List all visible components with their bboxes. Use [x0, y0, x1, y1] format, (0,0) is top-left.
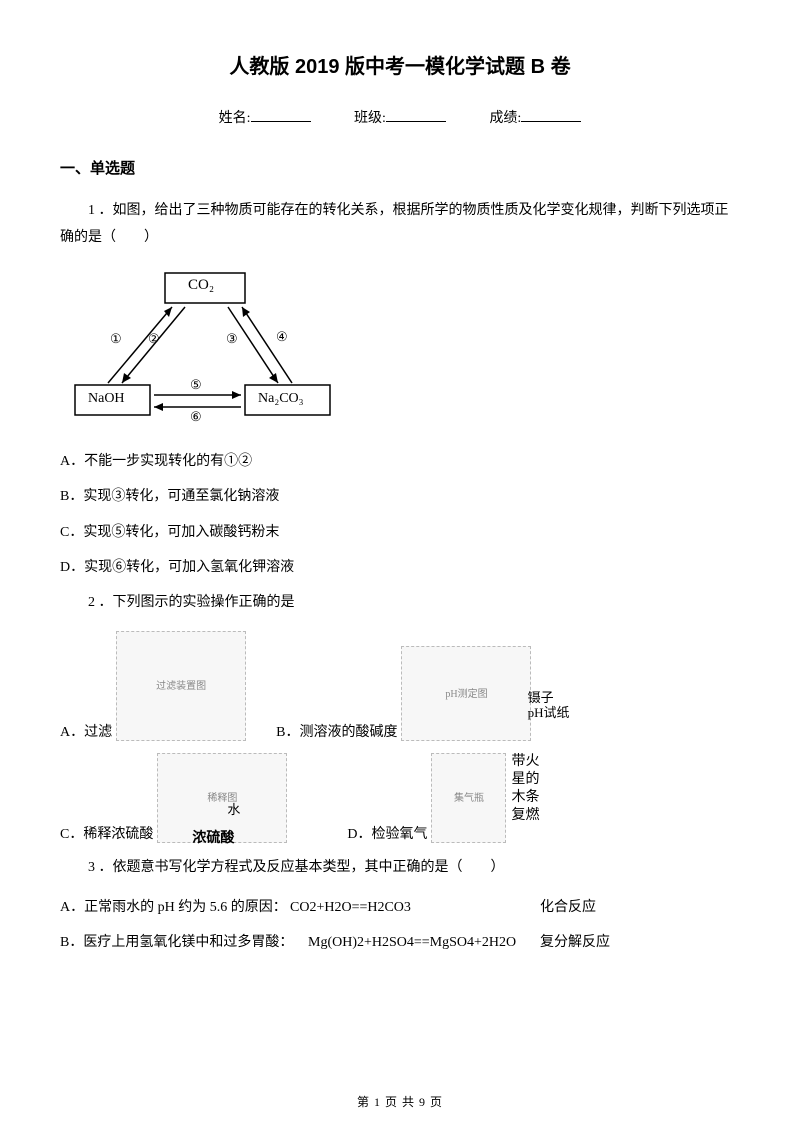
- q2-b-ann2: pH试纸: [528, 705, 570, 720]
- q1-diagram: CO₂ NaOH Na₂CO₃ ① ② ③ ④ ⑤ ⑥: [60, 265, 360, 435]
- q3-b-right: 复分解反应: [540, 930, 610, 955]
- q2-b-figure: pH测定图: [401, 646, 531, 741]
- q2-opt-c: C．稀释浓硫酸 稀释图 水 浓硫酸: [60, 753, 287, 843]
- q2-opt-b: B．测溶液的酸碱度 pH测定图 镊子 pH试纸: [276, 646, 531, 741]
- q1-label-6: ⑥: [190, 409, 202, 425]
- score-blank[interactable]: [521, 121, 581, 122]
- q2-d-ann: 带火星的木条复燃: [511, 753, 551, 826]
- q1-option-a: A．不能一步实现转化的有①②: [60, 449, 740, 474]
- q1-label-3: ③: [226, 331, 238, 347]
- q1-option-d: D．实现⑥转化，可加入氢氧化钾溶液: [60, 555, 740, 580]
- q3-option-a: A．正常雨水的 pH 约为 5.6 的原因： CO2+H2O==H2CO3 化合…: [60, 895, 740, 920]
- q2-d-label: D．检验氧气: [347, 823, 427, 843]
- q2-b-ann1: 镊子: [528, 690, 554, 705]
- q2-c-ann1: 水: [227, 799, 240, 818]
- q1-option-c: C．实现⑤转化，可加入碳酸钙粉末: [60, 520, 740, 545]
- page-footer: 第 1 页 共 9 页: [0, 1093, 800, 1110]
- class-blank[interactable]: [386, 121, 446, 122]
- q2-c-ann2: 浓硫酸: [192, 827, 234, 847]
- node-co2: CO₂: [188, 277, 214, 294]
- q2-row-2: C．稀释浓硫酸 稀释图 水 浓硫酸 D．检验氧气 集气瓶 带火星的木条复燃: [60, 753, 740, 843]
- q3-b-mid: Mg(OH)2+H2SO4==MgSO4+2H2O: [308, 930, 540, 955]
- q3-option-b: B．医疗上用氢氧化镁中和过多胃酸： Mg(OH)2+H2SO4==MgSO4+2…: [60, 930, 740, 955]
- student-info-line: 姓名: 班级: 成绩:: [60, 107, 740, 127]
- q2-row-1: A．过滤 过滤装置图 B．测溶液的酸碱度 pH测定图 镊子 pH试纸: [60, 631, 740, 741]
- q1-option-b: B．实现③转化，可通至氯化钠溶液: [60, 484, 740, 509]
- node-naoh: NaOH: [88, 391, 125, 407]
- q3-a-left: A．正常雨水的 pH 约为 5.6 的原因：: [60, 895, 290, 920]
- q1-label-5: ⑤: [190, 377, 202, 393]
- q1-label-2: ②: [148, 331, 160, 347]
- score-label: 成绩:: [489, 111, 521, 126]
- q1-text: 1 ．如图，给出了三种物质可能存在的转化关系，根据所学的物质性质及化学变化规律，…: [60, 198, 740, 251]
- q1-label-4: ④: [276, 329, 288, 345]
- node-na2co3: Na₂CO₃: [258, 391, 304, 407]
- class-label: 班级:: [354, 111, 386, 126]
- q3-a-mid: CO2+H2O==H2CO3: [290, 895, 540, 920]
- name-label: 姓名:: [219, 111, 251, 126]
- q2-b-ann: 镊子 pH试纸: [528, 690, 570, 721]
- question-2: 2 ．下列图示的实验操作正确的是: [60, 590, 740, 617]
- q2-text: 2 ．下列图示的实验操作正确的是: [60, 590, 740, 617]
- q3-a-right: 化合反应: [540, 895, 596, 920]
- page-title: 人教版 2019 版中考一模化学试题 B 卷: [60, 50, 740, 79]
- q2-c-label: C．稀释浓硫酸: [60, 823, 153, 843]
- q2-a-figure: 过滤装置图: [116, 631, 246, 741]
- q2-b-label: B．测溶液的酸碱度: [276, 721, 397, 741]
- q3-text: 3 ．依题意书写化学方程式及反应基本类型，其中正确的是（ ）: [60, 855, 740, 882]
- question-3: 3 ．依题意书写化学方程式及反应基本类型，其中正确的是（ ）: [60, 855, 740, 882]
- name-blank[interactable]: [251, 121, 311, 122]
- q2-opt-a: A．过滤 过滤装置图: [60, 631, 246, 741]
- q2-d-figure: 集气瓶: [431, 753, 506, 843]
- q1-label-1: ①: [110, 331, 122, 347]
- q3-b-left: B．医疗上用氢氧化镁中和过多胃酸：: [60, 930, 308, 955]
- q2-a-label: A．过滤: [60, 721, 112, 741]
- section-1-header: 一、单选题: [60, 157, 740, 178]
- question-1: 1 ．如图，给出了三种物质可能存在的转化关系，根据所学的物质性质及化学变化规律，…: [60, 198, 740, 251]
- q2-opt-d: D．检验氧气 集气瓶 带火星的木条复燃: [347, 753, 506, 843]
